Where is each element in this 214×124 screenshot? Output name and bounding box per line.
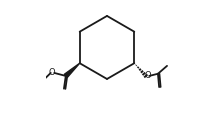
Text: O: O [145, 71, 152, 80]
Polygon shape [64, 63, 80, 78]
Text: O: O [48, 68, 55, 77]
